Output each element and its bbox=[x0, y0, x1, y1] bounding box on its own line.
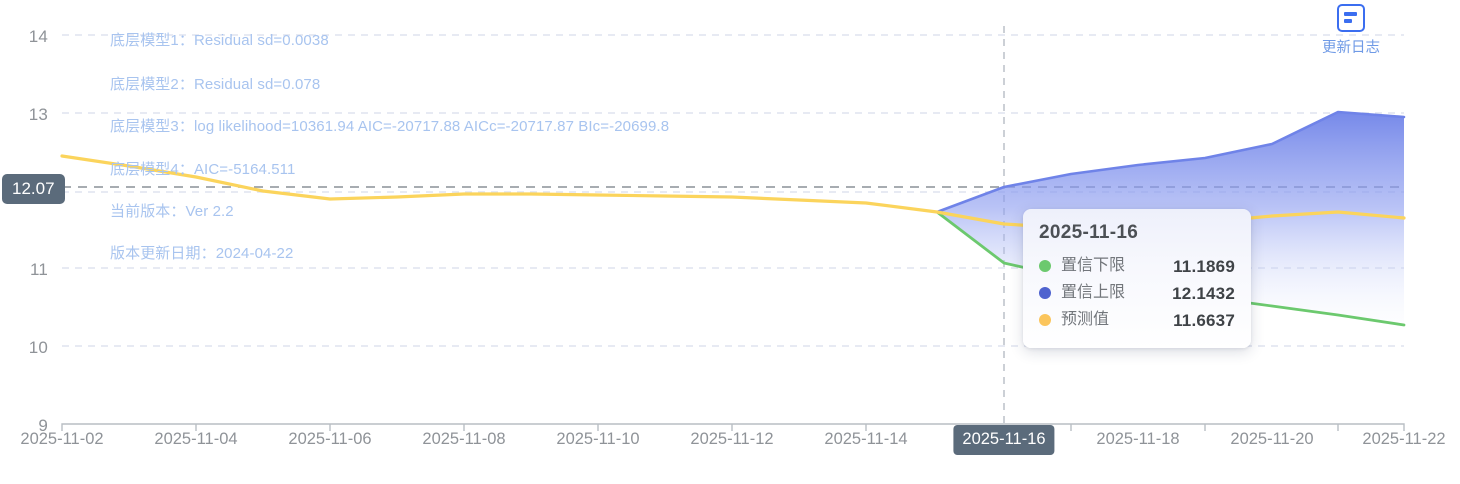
y-tick-11: 11 bbox=[29, 260, 48, 279]
x-tick-2025-11-10: 2025-11-10 bbox=[556, 430, 640, 448]
x-tick-2025-11-20: 2025-11-20 bbox=[1230, 430, 1314, 448]
x-tick-2025-11-02: 2025-11-02 bbox=[20, 430, 104, 448]
x-tick-2025-11-14: 2025-11-14 bbox=[824, 430, 908, 448]
x-axis bbox=[61, 423, 1405, 431]
annotation-line-3: 底层模型3：log likelihood=10361.94 AIC=-20717… bbox=[110, 118, 670, 135]
tooltip-value-upper: 12.1432 bbox=[1172, 283, 1235, 303]
tooltip-label-upper: 置信上限 bbox=[1061, 284, 1126, 302]
tooltip-label-lower: 置信下限 bbox=[1061, 257, 1126, 275]
upper-bound-line bbox=[935, 110, 1406, 214]
x-tick-2025-11-08: 2025-11-08 bbox=[422, 430, 506, 448]
x-tick-2025-11-18: 2025-11-18 bbox=[1096, 430, 1180, 448]
x-tick-2025-11-16-active[interactable]: 2025-11-16 bbox=[953, 425, 1055, 455]
y-tick-13: 13 bbox=[28, 105, 48, 124]
tooltip-row-lower: 置信下限 11.1869 bbox=[1039, 253, 1235, 280]
annotation-line-5: 当前版本：Ver 2.2 bbox=[110, 203, 234, 220]
tooltip-value-lower: 11.1869 bbox=[1173, 256, 1235, 276]
x-tick-2025-11-22: 2025-11-22 bbox=[1362, 430, 1446, 448]
x-tick-2025-11-12: 2025-11-12 bbox=[690, 430, 774, 448]
tooltip-label-forecast: 预测值 bbox=[1061, 311, 1110, 329]
annotation-line-6: 版本更新日期：2024-04-22 bbox=[110, 245, 294, 262]
tooltip-row-upper: 置信上限 12.1432 bbox=[1039, 280, 1235, 307]
y-tick-9: 9 bbox=[38, 416, 48, 435]
document-icon bbox=[1337, 4, 1365, 32]
annotation-line-4: 底层模型4：AIC=-5164.511 bbox=[110, 161, 296, 178]
upper-bound-dot-icon bbox=[1039, 287, 1051, 300]
lower-bound-dot-icon bbox=[1039, 260, 1051, 273]
y-tick-14: 14 bbox=[28, 27, 48, 46]
tooltip-value-forecast: 11.6637 bbox=[1173, 310, 1235, 330]
x-tick-2025-11-04: 2025-11-04 bbox=[154, 430, 238, 448]
update-log-label: 更新日志 bbox=[1322, 40, 1380, 56]
x-tick-2025-11-06: 2025-11-06 bbox=[288, 430, 372, 448]
annotation-line-2: 底层模型2：Residual sd=0.078 bbox=[110, 76, 321, 93]
tooltip-row-forecast: 预测值 11.6637 bbox=[1039, 307, 1235, 334]
update-log-button[interactable]: 更新日志 bbox=[1312, 4, 1390, 57]
tooltip-date: 2025-11-16 bbox=[1039, 222, 1139, 243]
annotation-line-1: 底层模型1：Residual sd=0.0038 bbox=[110, 32, 329, 49]
y-tick-10: 10 bbox=[28, 338, 48, 357]
reference-value-marker: 12.07 bbox=[2, 174, 65, 204]
forecast-dot-icon bbox=[1039, 314, 1051, 327]
chart-tooltip: 2025-11-16 置信下限 11.1869 置信上限 12.1432 预测值… bbox=[1023, 209, 1251, 348]
